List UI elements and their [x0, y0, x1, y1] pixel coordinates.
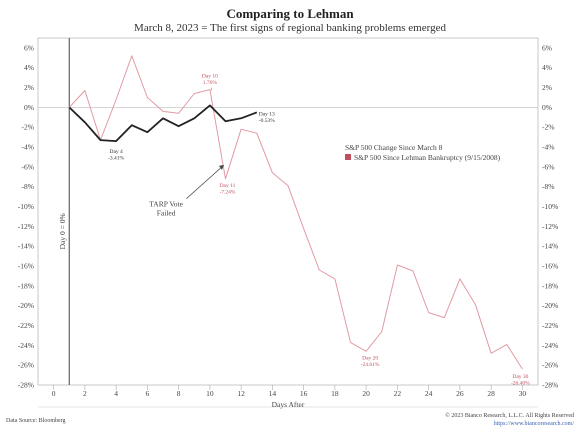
x-tick-label: 22: [394, 389, 402, 398]
y-tick-label-left: 4%: [24, 63, 34, 72]
data-annotation-label: -0.53%: [259, 118, 275, 124]
y-tick-label-left: -26%: [18, 361, 34, 370]
y-tick-label-left: 0%: [24, 103, 34, 112]
legend-entry: S&P 500 Since Lehman Bankruptcy (9/15/20…: [354, 153, 501, 162]
chart-subtitle: March 8, 2023 = The first signs of regio…: [134, 22, 446, 34]
data-annotation-label: Day 10: [202, 74, 218, 80]
series-line-sp500-lehman: [68, 55, 523, 370]
x-tick-label: 28: [487, 389, 495, 398]
tarp-annotation-label: Failed: [157, 209, 176, 218]
chart-title: Comparing to Lehman: [226, 6, 354, 21]
y-tick-label-left: -28%: [18, 381, 34, 390]
data-annotation-label: Day 4: [109, 149, 123, 155]
y-tick-label-right: 2%: [542, 83, 552, 92]
data-annotation-label: Day 13: [259, 111, 275, 117]
data-annotation-label: Day 30: [512, 374, 528, 380]
tarp-arrow-head: [218, 164, 224, 170]
plot-frame: [37, 37, 539, 386]
tarp-arrow-line: [186, 167, 222, 199]
x-tick-label: 26: [456, 389, 464, 398]
data-source: Data Source: Bloomberg: [6, 418, 66, 424]
y-tick-label-left: -2%: [22, 123, 35, 132]
y-tick-label-left: -20%: [18, 301, 34, 310]
y-tick-label-left: 6%: [24, 43, 34, 52]
y-tick-label-right: -22%: [542, 321, 558, 330]
x-tick-label: 18: [331, 389, 339, 398]
y-tick-label-left: -8%: [22, 182, 35, 191]
y-tick-label-left: -6%: [22, 162, 35, 171]
copyright-text: © 2023 Bianco Research, L.L.C. All Right…: [445, 413, 574, 419]
y-tick-label-left: -10%: [18, 202, 34, 211]
data-annotation-label: Day 11: [220, 183, 236, 189]
data-annotation-label: -3.41%: [108, 156, 124, 162]
x-tick-label: 6: [146, 389, 150, 398]
y-tick-label-right: -20%: [542, 301, 558, 310]
series-line-sp500-march8: [68, 104, 258, 143]
x-tick-label: 8: [177, 389, 181, 398]
x-tick-label: 0: [52, 389, 56, 398]
x-tick-label: 20: [362, 389, 370, 398]
y-tick-label-right: -18%: [542, 281, 558, 290]
data-annotation-label: Day 20: [362, 355, 378, 361]
data-annotation-label: -24.61%: [361, 362, 380, 368]
y-tick-label-left: -4%: [22, 143, 35, 152]
x-tick-label: 30: [519, 389, 527, 398]
y-tick-label-left: 2%: [24, 83, 34, 92]
x-tick-label: 14: [269, 389, 277, 398]
y-tick-label-left: -24%: [18, 341, 34, 350]
y-tick-label-right: 6%: [542, 43, 552, 52]
x-axis-label: Days After: [272, 400, 305, 409]
x-tick-label: 2: [83, 389, 87, 398]
tarp-annotation-label: TARP Vote: [149, 200, 183, 209]
data-annotation-label: 1.76%: [203, 80, 218, 86]
x-tick-label: 24: [425, 389, 433, 398]
y-tick-label-left: -22%: [18, 321, 34, 330]
x-tick-label: 4: [114, 389, 118, 398]
legend-entry: S&P 500 Change Since March 8: [345, 143, 443, 152]
y-tick-label-left: -14%: [18, 242, 34, 251]
y-tick-label-left: -12%: [18, 222, 34, 231]
x-tick-label: 12: [237, 389, 245, 398]
x-tick-label: 10: [206, 389, 214, 398]
day0-reference-label: Day 0 = 0%: [58, 213, 67, 249]
data-annotation-label: -26.40%: [511, 381, 530, 387]
legend-swatch-lehman: [345, 154, 351, 160]
y-tick-label-right: -4%: [542, 143, 555, 152]
y-tick-label-right: -8%: [542, 182, 555, 191]
copyright-block: © 2023 Bianco Research, L.L.C. All Right…: [445, 412, 574, 428]
y-tick-label-left: -16%: [18, 262, 34, 271]
y-tick-label-right: -28%: [542, 381, 558, 390]
y-tick-label-right: 0%: [542, 103, 552, 112]
y-tick-label-right: -16%: [542, 262, 558, 271]
x-tick-label: 16: [300, 389, 308, 398]
y-tick-label-right: -12%: [542, 222, 558, 231]
y-tick-label-right: -24%: [542, 341, 558, 350]
y-tick-label-right: -14%: [542, 242, 558, 251]
y-tick-label-right: -10%: [542, 202, 558, 211]
y-tick-label-left: -18%: [18, 281, 34, 290]
data-annotation-label: -7.24%: [219, 189, 235, 195]
website-link[interactable]: https://www.biancoresearch.com/: [493, 421, 574, 427]
y-tick-label-right: -6%: [542, 162, 555, 171]
y-tick-label-right: -26%: [542, 361, 558, 370]
y-tick-label-right: 4%: [542, 63, 552, 72]
y-tick-label-right: -2%: [542, 123, 555, 132]
